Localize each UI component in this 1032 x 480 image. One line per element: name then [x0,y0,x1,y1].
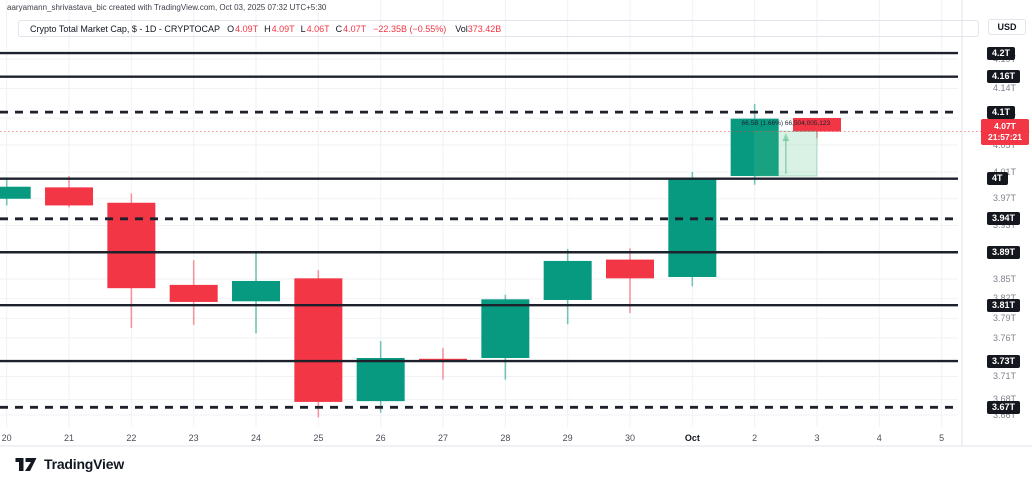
price-tick-label: 3.85T [993,273,1017,284]
price-level-badge: 4.2T [987,46,1016,60]
tradingview-wordmark: TradingView [44,456,125,472]
price-axis[interactable]: 4.19T4.14T4.09T4.05T4.01T3.97T3.93T3.85T… [962,0,1032,448]
candle-body-sep-23[interactable] [169,284,218,302]
time-axis[interactable]: 20 21 22 23 24 25 26 27 28 29 30 Oct 2 3 4 5 [0,427,962,448]
time-axis-label: Oct [684,433,700,443]
chart-canvas[interactable]: 66.5B (1.66%) 66,504,005,123 [0,0,1032,448]
price-level-badge: 3.73T [987,354,1021,368]
candle-body-sep-28[interactable] [481,299,530,359]
time-axis-label: 26 [375,433,386,443]
time-axis-label: 24 [251,433,262,443]
volume-label: Vol [455,23,468,34]
time-axis-label: 30 [624,433,635,443]
time-axis-label: 27 [437,433,448,443]
time-axis-label: 23 [188,433,199,443]
price-level-badge: 4.1T [987,105,1016,119]
price-tick-label: 3.66T [993,409,1017,420]
price-tick-label: 3.79T [993,312,1017,323]
time-axis-label: 20 [1,433,12,443]
time-axis-label: 22 [126,433,137,443]
price-level-badge: 4T [987,172,1008,186]
last-price-value: 4.07T [994,120,1016,131]
candle-body-sep-29[interactable] [543,260,592,300]
symbol-title[interactable]: Crypto Total Market Cap, $ - 1D - CRYPTO… [30,23,221,34]
ohlc-o: O 4.09T [227,23,259,34]
time-axis-label: 29 [562,433,573,443]
time-axis-label: 21 [64,433,75,443]
price-level-badge: 3.67T [987,400,1021,414]
candle-body-sep-21[interactable] [45,187,94,206]
price-tick-label: 3.71T [993,371,1017,381]
time-axis-label: 4 [876,433,882,443]
legend-ohlc-values: O 4.09T H 4.09T L 4.06T C 4.07T [227,24,366,34]
ohlc-c: C 4.07T [335,23,367,34]
measure-label: 66.5B (1.66%) 66,504,005,123 [742,120,831,127]
ohlc-h: H 4.09T [264,23,295,34]
price-tick-label: 3.68T [993,394,1017,405]
candle-body-sep-24[interactable] [232,280,281,302]
candle-body-sep-26[interactable] [356,358,405,402]
measure-range-box[interactable] [754,130,818,177]
change-value: −22.35B (−0.55%) [373,23,447,34]
attribution-text: aaryamann_shrivastava_bic created with T… [7,3,327,12]
price-tick-label: 4.14T [993,83,1017,93]
candle-body-sep-30[interactable] [606,259,654,279]
time-axis-label: 3 [814,433,820,443]
time-axis-label: 28 [500,433,511,443]
price-tick-label: 4.01T [993,167,1016,177]
candle-body-sep-20[interactable] [0,186,31,199]
tradingview-logo-icon [15,457,37,471]
currency-button[interactable]: USD [988,19,1026,35]
candle-body-oct-3[interactable] [792,118,841,132]
price-tick-label: 3.76T [993,332,1017,343]
candle-body-sep-25[interactable] [294,278,343,402]
price-tick-label: 3.97T [993,193,1017,204]
price-tick-label: 4.05T [993,139,1017,150]
bar-countdown: 21:57:21 [987,131,1023,142]
measure-arrow-head [782,133,790,142]
price-level-badge: 3.94T [987,212,1021,226]
legend-bar: Crypto Total Market Cap, $ - 1D - CRYPTO… [18,20,979,37]
ohlc-l: L 4.06T [300,23,330,34]
candle-body-sep-22[interactable] [107,202,156,289]
price-level-badge: 4.16T [987,70,1021,84]
time-axis-label: 5 [939,433,945,443]
price-level-badge: 3.81T [987,298,1021,312]
volume-group: Vol373.42B [453,24,501,34]
candle-body-oct-2[interactable] [730,118,779,177]
volume-value: 373.42B [467,23,502,34]
candle-body-oct-1[interactable] [668,178,717,277]
price-tick-label: 3.82T [993,293,1016,303]
time-axis-label: 25 [313,433,324,443]
time-axis-label: 2 [752,433,758,443]
last-price-badge: 4.07T 21:57:21 [981,118,1029,145]
price-level-badge: 3.89T [987,245,1021,259]
footer-bar: TradingView [0,448,1032,480]
